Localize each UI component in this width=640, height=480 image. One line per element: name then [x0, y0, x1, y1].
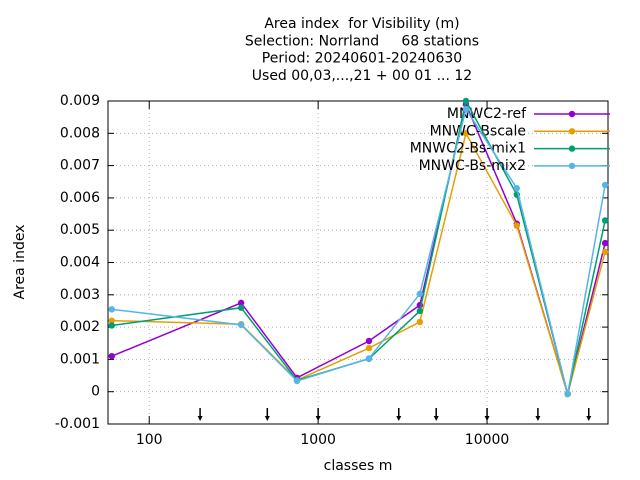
threshold-arrow-head: [264, 416, 270, 421]
x-axis-label: classes m: [324, 458, 393, 474]
chart-title: Used 00,03,...,21 + 00 01 ... 12: [252, 68, 472, 84]
y-tick-label: 0.007: [60, 158, 100, 174]
data-point: [462, 105, 470, 113]
threshold-arrow-head: [433, 416, 439, 421]
data-point: [108, 306, 115, 313]
data-point: [513, 185, 521, 192]
data-point: [293, 377, 301, 385]
legend-label: MNWC2-ref: [447, 106, 527, 122]
data-point: [462, 130, 470, 137]
y-tick-label: 0.003: [60, 287, 100, 303]
legend-marker: [568, 128, 576, 135]
legend-label: MNWC-Bscale: [430, 123, 526, 139]
data-point: [601, 181, 609, 189]
x-tick-label: 10000: [465, 432, 510, 448]
y-tick-label: 0.008: [60, 125, 100, 141]
legend-label: MNWC-Bs-mix2: [419, 158, 526, 174]
threshold-arrow-head: [315, 416, 321, 421]
legend-marker: [568, 145, 576, 152]
data-point: [462, 97, 470, 105]
data-point: [365, 337, 373, 345]
data-point: [601, 239, 609, 247]
y-tick-label: 0.006: [60, 190, 100, 206]
threshold-arrow-head: [197, 416, 203, 421]
threshold-arrow-head: [396, 416, 402, 421]
data-point: [237, 321, 245, 329]
threshold-arrow-head: [535, 416, 541, 421]
data-point: [564, 390, 571, 398]
data-point: [365, 355, 373, 362]
series-line: [111, 131, 606, 397]
data-point: [416, 290, 424, 298]
y-tick-label: 0: [91, 384, 100, 400]
data-point: [365, 344, 373, 352]
x-tick-label: 1000: [300, 432, 336, 448]
chart-title: Period: 20240601-20240630: [262, 51, 462, 67]
legend-label: MNWC2-Bs-mix1: [410, 141, 526, 157]
data-point: [108, 322, 115, 329]
data-point: [416, 318, 424, 326]
data-point: [513, 222, 521, 229]
data-point: [237, 304, 245, 311]
threshold-arrow-head: [484, 416, 490, 421]
threshold-arrow-head: [586, 416, 592, 421]
plot-frame: [107, 100, 609, 425]
chart-title: Selection: Norrland 68 stations: [245, 33, 479, 49]
data-point: [601, 217, 609, 224]
data-point: [108, 352, 115, 360]
legend-marker: [568, 110, 576, 118]
data-point: [108, 317, 115, 324]
y-tick-label: 0.002: [60, 319, 100, 335]
y-tick-label: 0.009: [60, 93, 100, 109]
data-point: [416, 307, 424, 315]
data-point: [601, 248, 609, 256]
chart-title: Area index for Visibility (m): [264, 16, 459, 32]
data-point: [237, 299, 245, 307]
x-tick-label: 100: [136, 432, 163, 448]
y-tick-label: 0.005: [60, 222, 100, 238]
y-tick-label: 0.004: [60, 255, 100, 271]
y-tick-label: -0.001: [55, 416, 100, 432]
legend-marker: [568, 162, 576, 170]
y-tick-label: 0.001: [60, 351, 100, 367]
y-axis-label: Area index: [12, 225, 28, 300]
